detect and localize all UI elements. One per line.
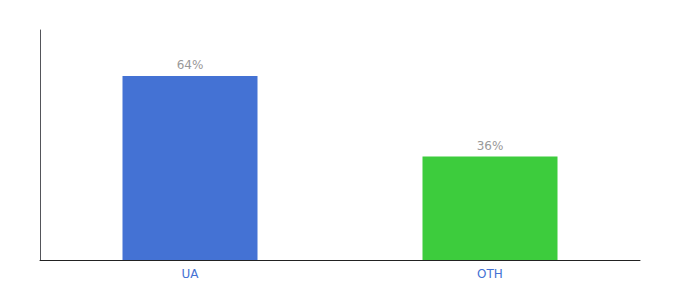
svg-text:UA: UA	[182, 267, 200, 281]
svg-text:64%: 64%	[177, 58, 204, 72]
svg-text:36%: 36%	[477, 139, 504, 153]
svg-text:OTH: OTH	[477, 267, 503, 281]
